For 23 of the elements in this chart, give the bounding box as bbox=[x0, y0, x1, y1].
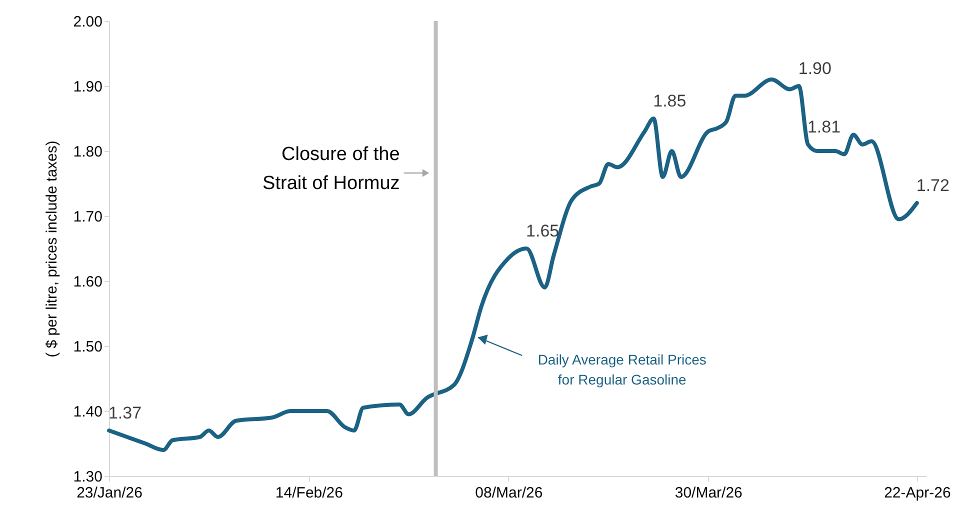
y-axis-title: ( $ per litre, prices include taxes) bbox=[43, 140, 60, 358]
annotation: 1.72 bbox=[916, 176, 950, 195]
y-tick-label: 1.70 bbox=[73, 208, 102, 226]
line-series bbox=[107, 78, 919, 452]
y-tick-label: 1.30 bbox=[73, 468, 102, 486]
y-tick-label: 1.60 bbox=[73, 274, 102, 290]
text: Daily Average Retail Prices for Regular Gasoline bbox=[538, 352, 706, 388]
y-tick-label: 2.00 bbox=[73, 14, 102, 30]
annotation: 1.90 bbox=[798, 59, 832, 78]
y-tick-label: 1.90 bbox=[73, 78, 102, 96]
x-tick-label: 14/Feb/26 bbox=[275, 484, 343, 502]
x-tick-label: 22-Apr-26 bbox=[884, 484, 951, 502]
y-tick-label: 1.40 bbox=[73, 404, 102, 420]
annotation: 1.81 bbox=[807, 118, 841, 136]
annotation: 1.37 bbox=[108, 404, 142, 422]
y-tick-label: 1.80 bbox=[73, 144, 102, 160]
annotation: 1.65 bbox=[526, 222, 560, 240]
x-tick-label: 08/Mar/26 bbox=[475, 484, 543, 502]
ref-line-label: Closure of the Strait of Hormuz bbox=[262, 144, 400, 194]
x-tick-label: 23/Jan/26 bbox=[76, 484, 142, 502]
x-tick-label: 30/Mar/26 bbox=[674, 484, 742, 502]
y-tick-label: 1.50 bbox=[73, 338, 102, 356]
annotation: 1.85 bbox=[653, 92, 686, 110]
